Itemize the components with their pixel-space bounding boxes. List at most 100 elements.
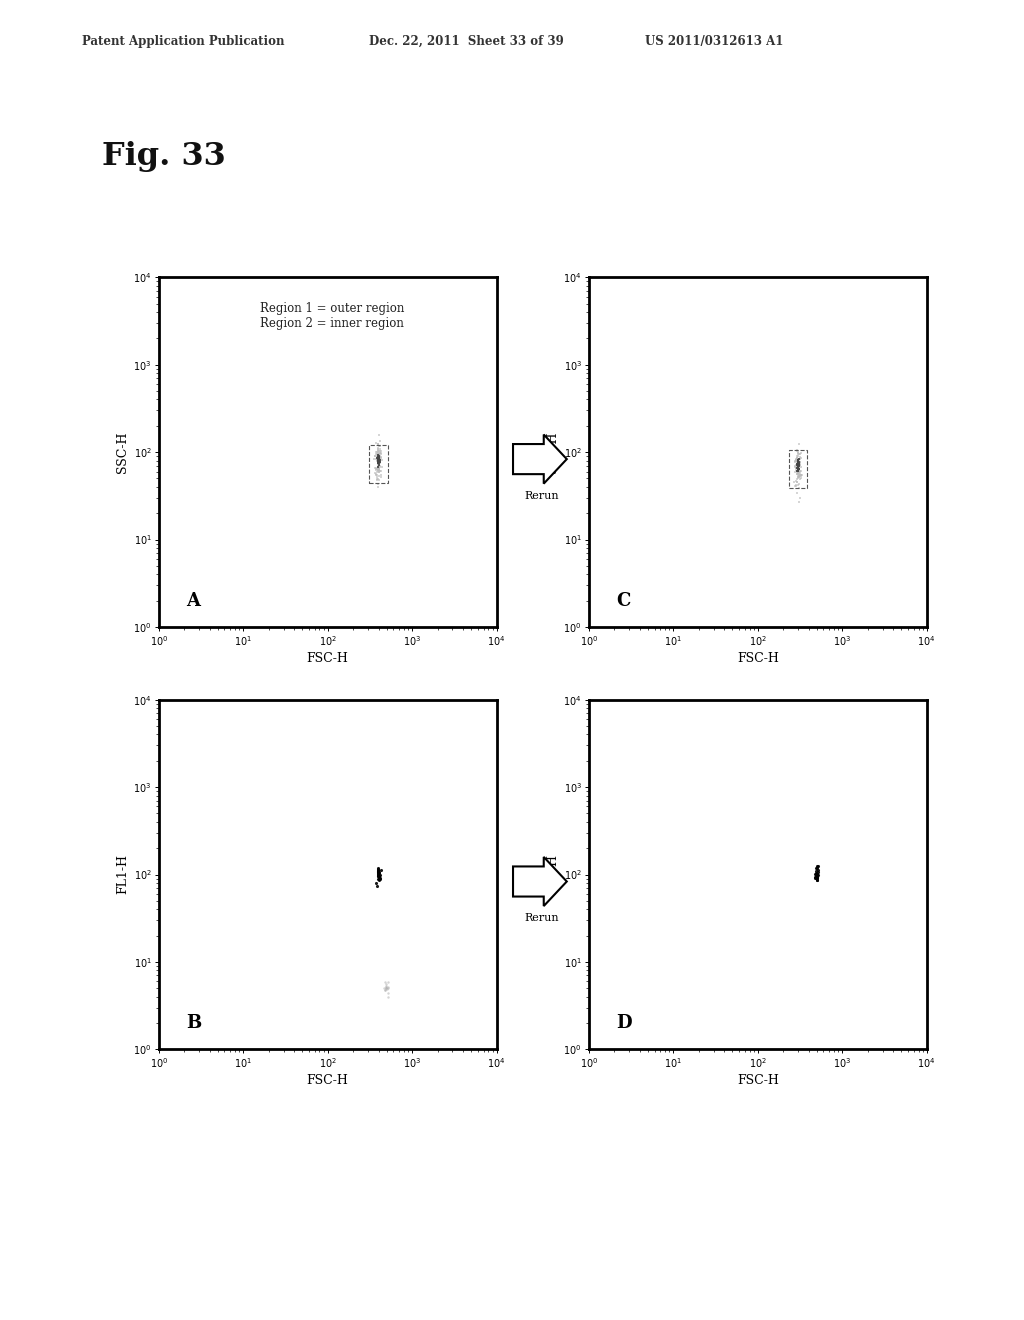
- Point: [371, 441, 387, 462]
- Point: [371, 866, 387, 887]
- Point: [790, 450, 806, 471]
- Point: [810, 865, 826, 886]
- Point: [809, 870, 825, 891]
- Point: [370, 863, 386, 884]
- Point: [790, 461, 806, 482]
- Point: [807, 867, 823, 888]
- Point: [378, 977, 394, 998]
- Point: [793, 451, 809, 473]
- Point: [367, 463, 383, 484]
- Point: [788, 470, 805, 491]
- Point: [371, 459, 387, 480]
- Point: [372, 865, 388, 886]
- Point: [793, 467, 809, 488]
- Point: [810, 855, 826, 876]
- Point: [791, 455, 807, 477]
- Point: [794, 455, 810, 477]
- Point: [787, 459, 804, 480]
- Point: [794, 447, 810, 469]
- Point: [790, 450, 806, 471]
- Point: [791, 462, 807, 483]
- Point: [793, 463, 809, 484]
- Point: [791, 478, 807, 499]
- Text: Patent Application Publication: Patent Application Publication: [82, 34, 285, 48]
- Point: [372, 461, 388, 482]
- Point: [791, 461, 807, 482]
- Point: [371, 870, 387, 891]
- Point: [372, 444, 388, 465]
- Point: [792, 446, 808, 467]
- Point: [787, 475, 804, 496]
- Point: [369, 458, 385, 479]
- Point: [809, 870, 825, 891]
- Point: [372, 867, 388, 888]
- Y-axis label: SSC-H: SSC-H: [116, 432, 129, 473]
- Point: [371, 445, 387, 466]
- Point: [370, 442, 386, 463]
- Point: [788, 454, 805, 475]
- Point: [370, 862, 386, 883]
- Point: [378, 974, 394, 995]
- Point: [793, 465, 809, 486]
- Point: [371, 450, 387, 471]
- Point: [368, 444, 384, 465]
- Point: [792, 469, 808, 490]
- Point: [370, 453, 386, 474]
- Point: [788, 457, 805, 478]
- Point: [793, 465, 809, 486]
- Point: [792, 444, 808, 465]
- Point: [790, 453, 806, 474]
- Point: [790, 461, 806, 482]
- Point: [792, 473, 808, 494]
- Point: [368, 442, 384, 463]
- Y-axis label: SSC-H: SSC-H: [546, 432, 559, 473]
- Point: [370, 441, 386, 462]
- Point: [790, 451, 806, 473]
- Point: [370, 449, 386, 470]
- Point: [378, 975, 394, 997]
- Point: [371, 445, 387, 466]
- Point: [787, 454, 804, 475]
- Point: [791, 450, 807, 471]
- Point: [370, 451, 386, 473]
- Text: Region 1 = outer region
Region 2 = inner region: Region 1 = outer region Region 2 = inner…: [260, 302, 404, 330]
- Point: [371, 453, 387, 474]
- Point: [371, 454, 387, 475]
- Point: [791, 453, 807, 474]
- Point: [791, 444, 807, 465]
- Point: [809, 858, 825, 879]
- Point: [367, 458, 383, 479]
- Point: [370, 433, 386, 454]
- Point: [380, 977, 396, 998]
- Point: [792, 454, 808, 475]
- Point: [370, 469, 386, 490]
- Point: [791, 453, 807, 474]
- FancyArrow shape: [513, 434, 567, 483]
- Point: [372, 445, 388, 466]
- Point: [378, 977, 394, 998]
- Point: [791, 457, 807, 478]
- Point: [372, 442, 388, 463]
- Point: [371, 444, 387, 465]
- Point: [372, 455, 388, 477]
- Point: [810, 862, 826, 883]
- Point: [790, 466, 806, 487]
- Point: [369, 447, 385, 469]
- Point: [790, 458, 806, 479]
- Point: [369, 462, 385, 483]
- Point: [788, 441, 805, 462]
- FancyArrow shape: [513, 857, 567, 906]
- Point: [370, 469, 386, 490]
- Point: [370, 862, 386, 883]
- Point: [790, 454, 806, 475]
- Point: [794, 465, 810, 486]
- Point: [809, 867, 825, 888]
- Point: [370, 445, 386, 466]
- Point: [371, 447, 387, 469]
- Point: [791, 454, 807, 475]
- Point: [792, 453, 808, 474]
- Point: [809, 863, 825, 884]
- Point: [369, 470, 385, 491]
- Point: [370, 453, 386, 474]
- Point: [788, 461, 805, 482]
